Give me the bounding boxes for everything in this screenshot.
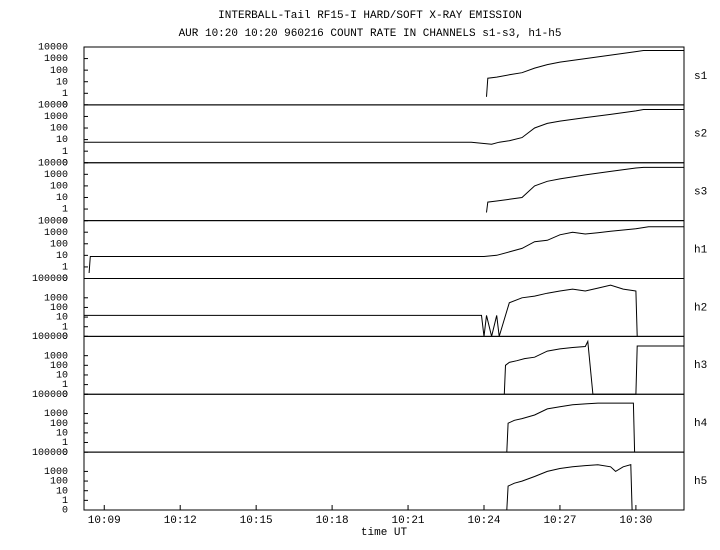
data-line [506, 464, 633, 511]
channel-label: h2 [694, 302, 707, 314]
y-tick-label: 10 [56, 313, 68, 324]
y-tick-label: 10000 [38, 43, 68, 54]
channel-label: h3 [694, 360, 707, 372]
panel-frame [83, 451, 685, 511]
x-tick-label: 10:27 [543, 515, 576, 527]
y-tick-label: 1000 [44, 170, 68, 181]
y-tick-label: 10 [56, 371, 68, 382]
y-tick-label: 1 [62, 147, 68, 158]
y-tick-label: 100000 [32, 390, 68, 401]
x-tick-label: 10:24 [467, 515, 500, 527]
y-tick-label: 1000 [44, 112, 68, 123]
data-line [486, 166, 684, 213]
y-tick-label: 1000 [44, 351, 68, 362]
y-tick-label: 1000 [44, 54, 68, 65]
y-tick-label: 0 [62, 101, 68, 112]
y-tick-label: 10 [56, 135, 68, 146]
x-tick-label: 10:12 [164, 515, 197, 527]
y-tick-label: 100 [50, 66, 68, 77]
data-line [84, 109, 684, 145]
y-tick-label: 100 [50, 361, 68, 372]
panel-frame [83, 220, 685, 279]
y-tick-label: 100 [50, 477, 68, 488]
y-tick-label: 0 [62, 448, 68, 459]
data-line [486, 50, 684, 97]
panel-frame [83, 278, 685, 337]
channel-label: h5 [694, 476, 707, 488]
y-tick-label: 0 [62, 332, 68, 343]
y-tick-label: 1 [62, 205, 68, 216]
y-tick-label: 1 [62, 89, 68, 100]
x-tick-label: 10:30 [619, 515, 652, 527]
y-tick-label: 1000 [44, 293, 68, 304]
y-tick-label: 10000 [38, 216, 68, 227]
channel-label: s1 [694, 71, 708, 83]
x-axis-label: time UT [361, 527, 408, 539]
x-tick-label: 10:15 [240, 515, 273, 527]
y-tick-label: 0 [62, 506, 68, 517]
panel-frame [83, 335, 685, 395]
y-tick-label: 1000 [44, 467, 68, 478]
y-tick-label: 100 [50, 303, 68, 314]
y-tick-label: 100000 [32, 274, 68, 285]
panel-frame [83, 46, 685, 106]
x-tick-label: 10:18 [316, 515, 349, 527]
y-tick-label: 1 [62, 438, 68, 449]
channel-label: s3 [694, 187, 707, 199]
x-tick-label: 10:21 [392, 515, 425, 527]
y-tick-label: 0 [62, 158, 68, 169]
y-tick-label: 1000 [44, 409, 68, 420]
channel-label: h4 [694, 418, 708, 430]
y-tick-label: 10 [56, 193, 68, 204]
y-tick-label: 1000 [44, 228, 68, 239]
y-tick-label: 10000 [38, 101, 68, 112]
y-tick-label: 10 [56, 486, 68, 497]
y-tick-label: 10 [56, 428, 68, 439]
y-tick-label: 100 [50, 182, 68, 193]
chart-title: INTERBALL-Tail RF15-I HARD/SOFT X-RAY EM… [218, 10, 522, 22]
data-line [88, 226, 684, 274]
channel-label: s2 [694, 129, 707, 141]
y-tick-label: 0 [62, 390, 68, 401]
y-tick-label: 0 [62, 216, 68, 227]
data-line [503, 339, 684, 395]
y-tick-label: 1 [62, 380, 68, 391]
y-tick-label: 10 [56, 251, 68, 262]
chart-subtitle: AUR 10:20 10:20 960216 COUNT RATE IN CHA… [179, 28, 562, 40]
channel-label: h1 [694, 244, 708, 256]
y-tick-label: 1 [62, 263, 68, 274]
y-tick-label: 100 [50, 124, 68, 135]
y-tick-label: 0 [62, 274, 68, 285]
x-tick-label: 10:09 [88, 515, 121, 527]
y-tick-label: 100000 [32, 448, 68, 459]
y-tick-label: 1 [62, 322, 68, 333]
y-tick-label: 1 [62, 496, 68, 507]
panel-frame [83, 104, 685, 164]
panel-frame [83, 162, 685, 222]
y-tick-label: 100 [50, 419, 68, 430]
y-tick-label: 100 [50, 239, 68, 250]
data-line [506, 402, 636, 453]
y-tick-label: 10 [56, 77, 68, 88]
y-tick-label: 100000 [32, 332, 68, 343]
data-line [84, 284, 638, 337]
y-tick-label: 10000 [38, 158, 68, 169]
